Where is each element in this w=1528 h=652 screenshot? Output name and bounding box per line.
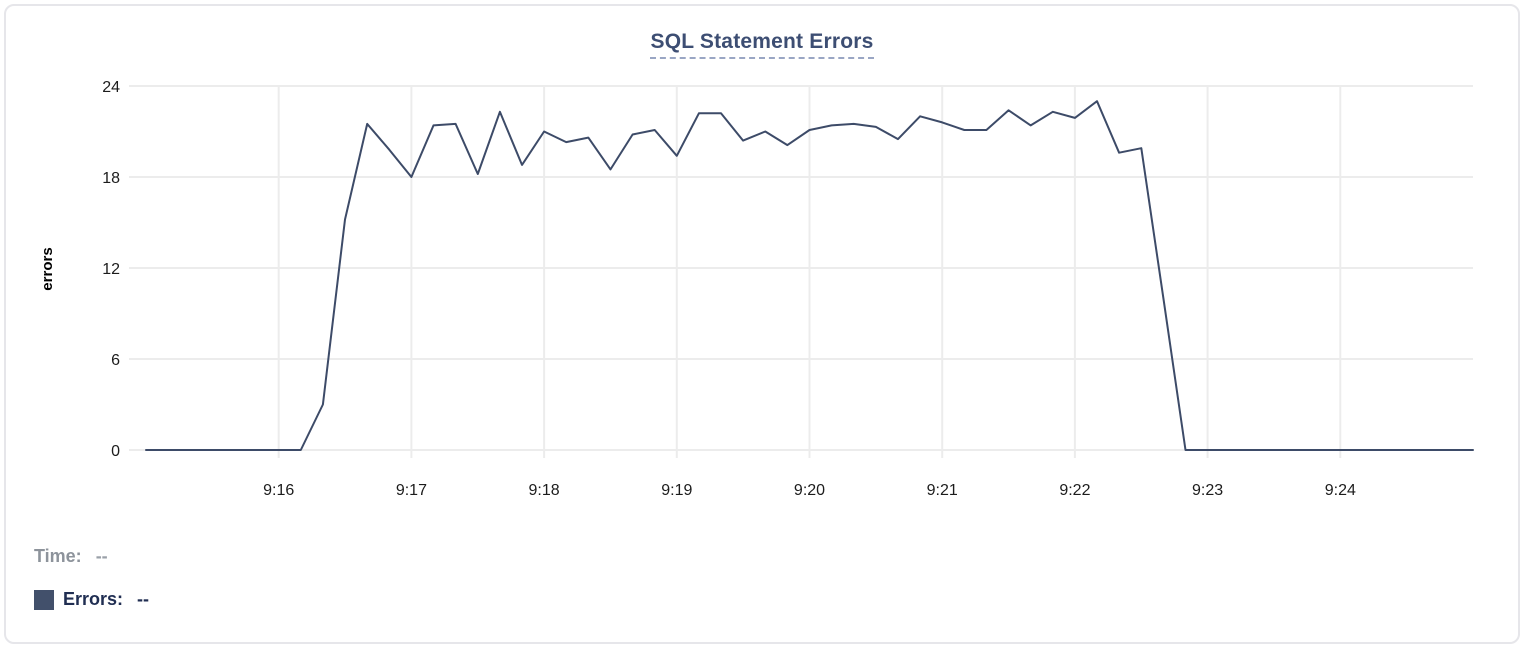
- hover-readout-errors: Errors: --: [34, 589, 149, 610]
- svg-text:0: 0: [111, 443, 120, 460]
- time-label: Time:: [34, 546, 82, 566]
- svg-text:9:23: 9:23: [1192, 482, 1223, 499]
- svg-text:9:19: 9:19: [661, 482, 692, 499]
- errors-legend-swatch: [34, 589, 54, 610]
- errors-series-line: [145, 100, 1474, 451]
- svg-text:9:18: 9:18: [529, 482, 560, 499]
- svg-text:9:24: 9:24: [1325, 482, 1356, 499]
- h-gridlines: [129, 85, 1473, 451]
- errors-label: Errors:: [63, 589, 124, 609]
- errors-line-chart[interactable]: 0 6 12 18 24 9:16 9:17 9:18 9:19 9:20 9:21 9:22 9:2…: [6, 6, 1522, 516]
- time-value: --: [95, 546, 108, 566]
- svg-text:24: 24: [102, 79, 120, 96]
- y-tick-labels: 0 6 12 18 24: [102, 79, 120, 460]
- chart-title[interactable]: SQL Statement Errors: [650, 30, 874, 59]
- svg-text:9:22: 9:22: [1059, 482, 1090, 499]
- hover-readout-time: Time: --: [34, 546, 108, 567]
- svg-text:9:20: 9:20: [794, 482, 825, 499]
- svg-text:9:16: 9:16: [263, 482, 294, 499]
- chart-card: SQL Statement Errors 0 6 12 18 24 9:16 9:17 9:…: [4, 4, 1520, 644]
- chart-header: SQL Statement Errors: [6, 30, 1518, 59]
- svg-text:18: 18: [102, 170, 120, 187]
- svg-text:9:21: 9:21: [927, 482, 958, 499]
- svg-text:12: 12: [102, 261, 120, 278]
- v-gridlines: [277, 86, 1342, 458]
- x-tick-labels: 9:16 9:17 9:18 9:19 9:20 9:21 9:22 9:23 9:24: [263, 482, 1356, 499]
- errors-value: --: [137, 589, 150, 609]
- svg-text:9:17: 9:17: [396, 482, 427, 499]
- y-axis-title: errors: [39, 247, 56, 290]
- svg-text:6: 6: [111, 352, 120, 369]
